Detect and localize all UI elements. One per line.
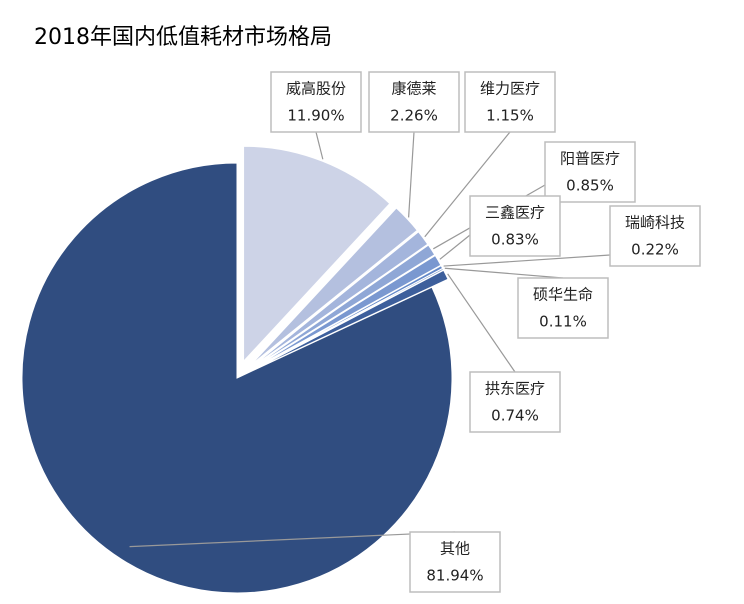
label-value: 0.11%: [539, 313, 587, 331]
leader-line: [447, 273, 516, 373]
label-value: 81.94%: [426, 567, 483, 585]
pie-slice: [252, 269, 449, 371]
label-box: [368, 71, 460, 133]
label-box: [544, 141, 636, 203]
chart-title: 2018年国内低值耗材市场格局: [34, 25, 332, 50]
leader-line: [315, 131, 324, 160]
pie-slice: [251, 231, 429, 368]
leader-line: [408, 131, 415, 218]
label-box: [464, 71, 556, 133]
leader-line: [443, 254, 611, 267]
label-value: 0.83%: [491, 231, 539, 249]
label-name: 阳普医疗: [560, 150, 620, 168]
label-value: 1.15%: [486, 107, 534, 125]
label-box: [270, 71, 362, 133]
label-name: 威高股份: [286, 80, 346, 98]
pie-slice: [252, 254, 442, 370]
leader-line: [129, 531, 456, 548]
label-name: 三鑫医疗: [485, 204, 545, 222]
label-box: [469, 371, 561, 433]
label-value: 2.26%: [390, 107, 438, 125]
label-box: [517, 277, 609, 339]
label-box: [609, 205, 701, 267]
label-name: 维力医疗: [480, 80, 540, 98]
pie-slice: [249, 207, 418, 367]
label-name: 康德莱: [391, 80, 436, 98]
label-value: 11.90%: [287, 107, 344, 125]
label-value: 0.74%: [491, 407, 539, 425]
label-value: 0.22%: [631, 241, 679, 259]
label-box: [409, 531, 501, 593]
label-name: 拱东医疗: [485, 380, 545, 398]
pie-slice: [251, 244, 436, 369]
label-name: 瑞崎科技: [625, 214, 685, 232]
label-name: 硕华生命: [533, 286, 593, 304]
leader-line: [444, 267, 564, 279]
pie-slice: [243, 145, 391, 363]
label-name: 其他: [440, 540, 470, 558]
leader-line: [439, 234, 471, 260]
label-box: [469, 195, 561, 257]
label-value: 0.85%: [566, 177, 614, 195]
pie-slice: [21, 162, 453, 594]
leader-line: [424, 131, 511, 238]
